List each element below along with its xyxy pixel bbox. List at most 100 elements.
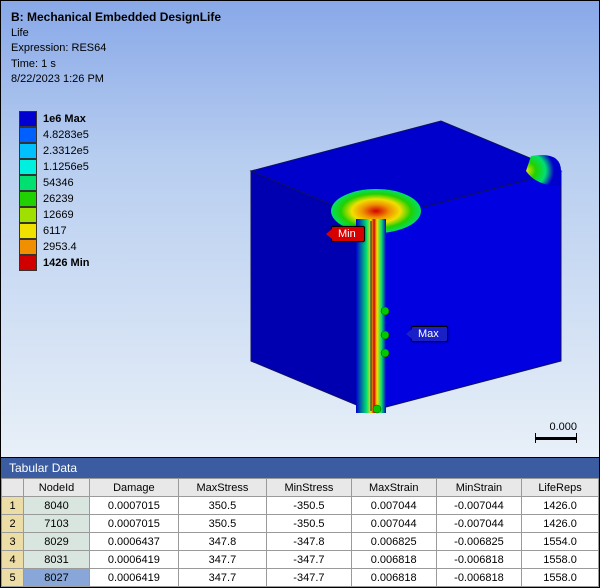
contour-legend: 1e6 Max 4.8283e5 2.3312e5 1.1256e5 54346 2623…: [19, 111, 89, 271]
cell-maxstrain[interactable]: 0.006825: [351, 533, 436, 551]
column-header[interactable]: Damage: [90, 479, 179, 497]
legend-row: 4.8283e5: [19, 127, 89, 143]
scale-value: 0.000: [549, 421, 577, 433]
legend-label: 4.8283e5: [43, 129, 89, 141]
row-index[interactable]: 4: [2, 551, 24, 569]
tabular-data[interactable]: NodeIdDamageMaxStressMinStressMaxStrainM…: [1, 478, 599, 587]
legend-label: 2953.4: [43, 241, 77, 253]
legend-label: 26239: [43, 193, 74, 205]
result-sub-time: Time: 1 s: [11, 57, 221, 72]
legend-label: 6117: [43, 225, 67, 237]
cell-lifereps[interactable]: 1426.0: [522, 515, 599, 533]
column-header[interactable]: MaxStrain: [351, 479, 436, 497]
cell-nodeid[interactable]: 8031: [24, 551, 90, 569]
legend-swatch: [19, 239, 37, 255]
result-sub-expr: Expression: RES64: [11, 41, 221, 56]
table-row[interactable]: 480310.0006419347.7-347.70.006818-0.0068…: [2, 551, 599, 569]
cell-lifereps[interactable]: 1554.0: [522, 533, 599, 551]
cell-maxstress[interactable]: 347.7: [178, 551, 267, 569]
cell-maxstress[interactable]: 347.8: [178, 533, 267, 551]
row-index[interactable]: 3: [2, 533, 24, 551]
legend-label: 12669: [43, 209, 74, 221]
column-header[interactable]: MinStress: [267, 479, 351, 497]
cell-minstrain[interactable]: -0.006818: [436, 569, 521, 587]
legend-swatch: [19, 223, 37, 239]
cell-nodeid[interactable]: 7103: [24, 515, 90, 533]
cell-minstrain[interactable]: -0.007044: [436, 497, 521, 515]
table-row[interactable]: 380290.0006437347.8-347.80.006825-0.0068…: [2, 533, 599, 551]
app-window: { "header": { "title": "B: Mechanical Em…: [0, 0, 600, 588]
cell-maxstrain[interactable]: 0.006818: [351, 551, 436, 569]
legend-swatch: [19, 111, 37, 127]
cell-nodeid[interactable]: 8040: [24, 497, 90, 515]
cell-lifereps[interactable]: 1558.0: [522, 569, 599, 587]
result-header: B: Mechanical Embedded DesignLife Life E…: [11, 9, 221, 87]
legend-swatch: [19, 255, 37, 271]
legend-label: 1e6 Max: [43, 113, 86, 125]
model-scene[interactable]: [191, 91, 571, 431]
cell-minstress[interactable]: -347.7: [267, 551, 351, 569]
cell-nodeid[interactable]: 8027: [24, 569, 90, 587]
legend-swatch: [19, 191, 37, 207]
probe-max[interactable]: Max: [411, 326, 448, 342]
row-index[interactable]: 5: [2, 569, 24, 587]
table-corner: [2, 479, 24, 497]
row-index[interactable]: 2: [2, 515, 24, 533]
legend-label: 54346: [43, 177, 74, 189]
legend-label: 1426 Min: [43, 257, 89, 269]
cell-maxstrain[interactable]: 0.007044: [351, 497, 436, 515]
result-timestamp: 8/22/2023 1:26 PM: [11, 72, 221, 87]
legend-row: 26239: [19, 191, 89, 207]
row-index[interactable]: 1: [2, 497, 24, 515]
cell-minstress[interactable]: -347.8: [267, 533, 351, 551]
column-header[interactable]: MaxStress: [178, 479, 267, 497]
model-svg: [191, 91, 571, 431]
cell-damage[interactable]: 0.0007015: [90, 497, 179, 515]
tabular-data-header[interactable]: Tabular Data: [1, 457, 599, 478]
probe-min[interactable]: Min: [331, 226, 365, 242]
legend-label: 1.1256e5: [43, 161, 89, 173]
legend-row: 1.1256e5: [19, 159, 89, 175]
table-row[interactable]: 580270.0006419347.7-347.70.006818-0.0068…: [2, 569, 599, 587]
cell-maxstress[interactable]: 347.7: [178, 569, 267, 587]
legend-swatch: [19, 127, 37, 143]
cell-maxstress[interactable]: 350.5: [178, 515, 267, 533]
legend-row: 6117: [19, 223, 89, 239]
legend-swatch: [19, 159, 37, 175]
cell-lifereps[interactable]: 1558.0: [522, 551, 599, 569]
column-header[interactable]: NodeId: [24, 479, 90, 497]
legend-row: 1426 Min: [19, 255, 89, 271]
cell-maxstrain[interactable]: 0.006818: [351, 569, 436, 587]
cell-minstrain[interactable]: -0.006825: [436, 533, 521, 551]
legend-swatch: [19, 175, 37, 191]
legend-swatch: [19, 207, 37, 223]
cell-lifereps[interactable]: 1426.0: [522, 497, 599, 515]
legend-row: 1e6 Max: [19, 111, 89, 127]
result-sub-life: Life: [11, 26, 221, 41]
cell-damage[interactable]: 0.0006419: [90, 569, 179, 587]
cell-minstrain[interactable]: -0.007044: [436, 515, 521, 533]
result-title: B: Mechanical Embedded DesignLife: [11, 9, 221, 26]
column-header[interactable]: MinStrain: [436, 479, 521, 497]
legend-row: 54346: [19, 175, 89, 191]
column-header[interactable]: LifeReps: [522, 479, 599, 497]
cell-damage[interactable]: 0.0007015: [90, 515, 179, 533]
legend-swatch: [19, 143, 37, 159]
table-row[interactable]: 271030.0007015350.5-350.50.007044-0.0070…: [2, 515, 599, 533]
cell-nodeid[interactable]: 8029: [24, 533, 90, 551]
cell-minstrain[interactable]: -0.006818: [436, 551, 521, 569]
cell-damage[interactable]: 0.0006437: [90, 533, 179, 551]
cell-maxstrain[interactable]: 0.007044: [351, 515, 436, 533]
cell-minstress[interactable]: -347.7: [267, 569, 351, 587]
legend-row: 2953.4: [19, 239, 89, 255]
legend-label: 2.3312e5: [43, 145, 89, 157]
table-row[interactable]: 180400.0007015350.5-350.50.007044-0.0070…: [2, 497, 599, 515]
model-viewport[interactable]: B: Mechanical Embedded DesignLife Life E…: [1, 1, 599, 457]
legend-row: 12669: [19, 207, 89, 223]
cell-minstress[interactable]: -350.5: [267, 515, 351, 533]
cell-maxstress[interactable]: 350.5: [178, 497, 267, 515]
cell-minstress[interactable]: -350.5: [267, 497, 351, 515]
cell-damage[interactable]: 0.0006419: [90, 551, 179, 569]
legend-row: 2.3312e5: [19, 143, 89, 159]
result-table[interactable]: NodeIdDamageMaxStressMinStressMaxStrainM…: [1, 478, 599, 587]
